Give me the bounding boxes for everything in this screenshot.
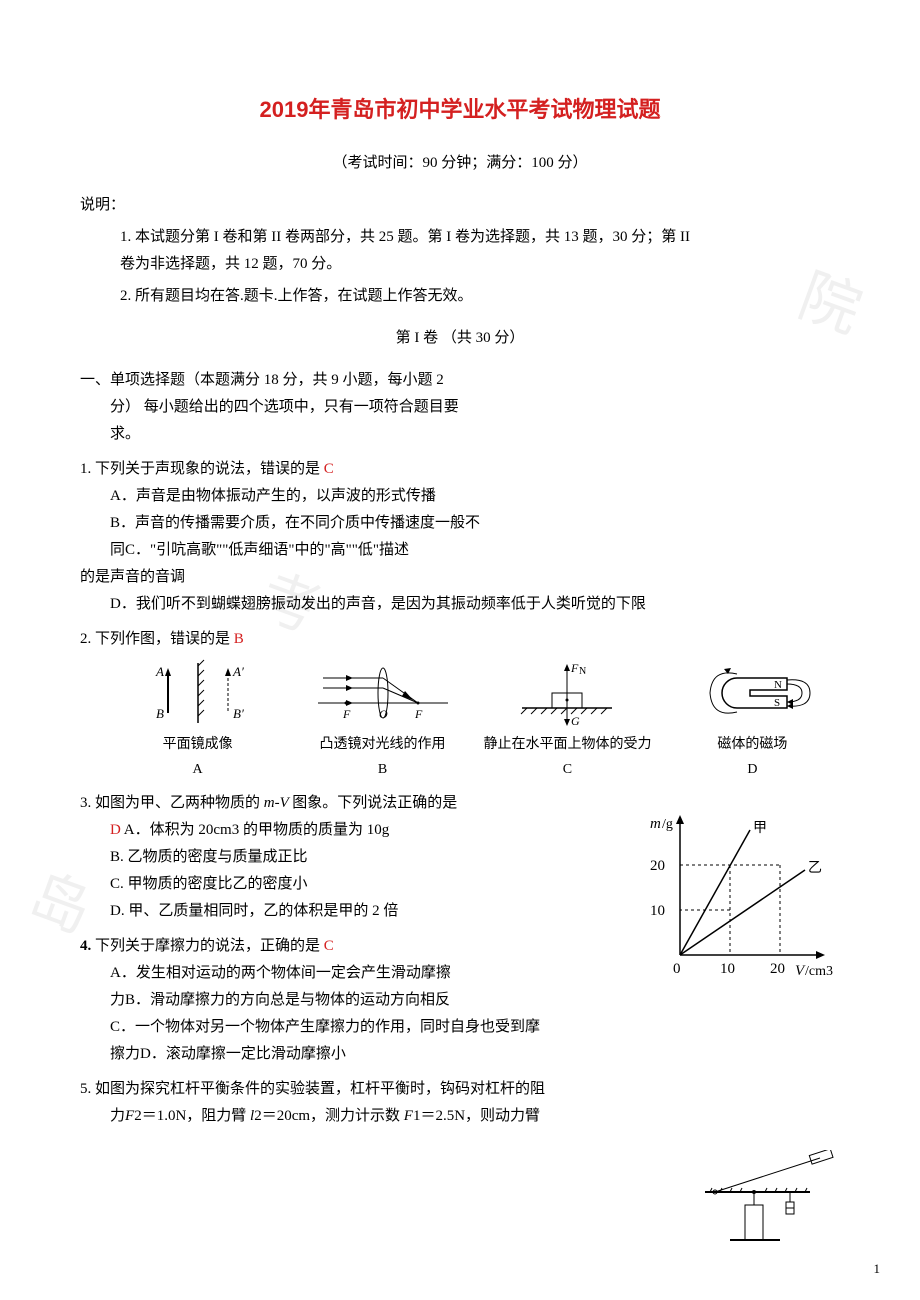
diagram-letter: A <box>110 757 285 782</box>
description-list: 1. 本试题分第 I 卷和第 II 卷两部分，共 25 题。第 I 卷为选择题，… <box>80 224 840 310</box>
question-number: 5. <box>80 1081 91 1097</box>
svg-text:m: m <box>650 816 661 832</box>
svg-text:N: N <box>579 666 586 677</box>
var-l2sub: 2 <box>254 1108 262 1124</box>
desc-text: 本试题分第 I 卷和第 II 卷两部分，共 25 题。第 I 卷为选择题，共 1… <box>135 229 690 245</box>
description-item: 2. 所有题目均在答.题卡.上作答，在试题上作答无效。 <box>120 283 840 310</box>
svg-text:O: O <box>379 707 388 721</box>
description-label: 说明： <box>80 192 840 219</box>
exam-subtitle: （考试时间：90 分钟；满分：100 分） <box>80 150 840 177</box>
lever-diagram <box>690 1150 840 1250</box>
lens-diagram-svg: F O F <box>313 658 453 728</box>
answer-mark: B <box>234 631 244 647</box>
mv-var: m-V <box>260 795 292 811</box>
svg-text:N: N <box>774 679 782 691</box>
svg-text:A′: A′ <box>232 664 244 679</box>
diagram-letter: D <box>665 757 840 782</box>
var-f1: F <box>404 1108 413 1124</box>
var-f2: F <box>125 1108 134 1124</box>
question-1: 1. 下列关于声现象的说法，错误的是 C A．声音是由物体振动产生的，以声波的形… <box>80 456 840 618</box>
desc-num: 2. <box>120 288 131 304</box>
option: 同C．"引吭高歌""低声细语"中的"高""低"描述 <box>110 537 840 564</box>
svg-text:F: F <box>570 661 579 675</box>
description-item: 1. 本试题分第 I 卷和第 II 卷两部分，共 25 题。第 I 卷为选择题，… <box>120 224 840 278</box>
question-options: A．声音是由物体振动产生的，以声波的形式传播 B．声音的传播需要介质，在不同介质… <box>80 483 840 618</box>
lever-svg <box>690 1150 840 1250</box>
diagram-c: F N G 静止在水平面上物体的受力 C <box>480 658 655 782</box>
force-diagram-svg: F N G <box>507 658 627 728</box>
svg-text:20: 20 <box>770 961 785 977</box>
page-number: 1 <box>874 1257 881 1280</box>
option: 力B．滑动摩擦力的方向总是与物体的运动方向相反 <box>110 987 840 1014</box>
diagram-letter: C <box>480 757 655 782</box>
diagram-caption: 平面镜成像 <box>110 732 285 757</box>
svg-text:甲: 甲 <box>753 821 767 836</box>
section-title-text: 一、单项选择题（本题满分 18 分，共 9 小题，每小题 2 <box>80 372 444 388</box>
question-number: 4. <box>80 938 91 954</box>
diagram-d: N S 磁体的磁场 D <box>665 658 840 782</box>
option: C．一个物体对另一个物体产生摩擦力的作用，同时自身也受到摩 <box>110 1014 840 1041</box>
answer-mark: D <box>110 822 121 838</box>
diagram-caption: 凸透镜对光线的作用 <box>295 732 470 757</box>
eq-text: ＝2.5N，则动力臂 <box>420 1108 540 1124</box>
svg-text:F: F <box>414 707 423 721</box>
desc-num: 1. <box>120 229 131 245</box>
diagram-row: A A′ B B′ 平面镜成像 A F O F 凸透镜对光线的作用 B <box>80 658 840 782</box>
svg-text:10: 10 <box>650 903 665 919</box>
mirror-diagram-svg: A A′ B B′ <box>138 658 258 728</box>
svg-text:/g: /g <box>662 817 673 832</box>
question-text2: 图象。下列说法正确的是 <box>292 795 457 811</box>
diagram-letter: B <box>295 757 470 782</box>
svg-text:G: G <box>571 714 580 728</box>
exam-title: 2019年青岛市初中学业水平考试物理试题 <box>80 90 840 130</box>
answer-mark: C <box>324 461 334 477</box>
diagram-b: F O F 凸透镜对光线的作用 B <box>295 658 470 782</box>
mv-chart: 20 10 0 10 20 m /g V /cm3 甲 乙 <box>635 810 845 990</box>
svg-text:20: 20 <box>650 858 665 874</box>
svg-text:乙: 乙 <box>808 860 822 876</box>
eq-text: ＝1.0N，阻力臂 <box>142 1108 250 1124</box>
option: 擦力D．滚动摩擦一定比滑动摩擦小 <box>110 1041 840 1068</box>
svg-text:B′: B′ <box>233 706 244 721</box>
diagram-caption: 磁体的磁场 <box>665 732 840 757</box>
section-sub: 分） 每小题给出的四个选项中，只有一项符合题目要 <box>80 394 840 421</box>
option: 的是声音的音调 <box>80 564 840 591</box>
option: B．声音的传播需要介质，在不同介质中传播速度一般不 <box>110 510 840 537</box>
svg-text:S: S <box>774 697 780 709</box>
option: A．体积为 20cm3 的甲物质的质量为 10g <box>124 822 389 838</box>
diagram-a: A A′ B B′ 平面镜成像 A <box>110 658 285 782</box>
svg-text:/cm3: /cm3 <box>805 964 833 979</box>
mv-chart-svg: 20 10 0 10 20 m /g V /cm3 甲 乙 <box>635 810 845 990</box>
svg-text:10: 10 <box>720 961 735 977</box>
question-text: 下列关于摩擦力的说法，正确的是 <box>95 938 320 954</box>
section-title: 一、单项选择题（本题满分 18 分，共 9 小题，每小题 2 分） 每小题给出的… <box>80 367 840 448</box>
question-line2: 力F2＝1.0N，阻力臂 l2＝20cm，测力计示数 F1＝2.5N，则动力臂 <box>80 1103 840 1130</box>
svg-text:F: F <box>342 707 351 721</box>
question-text: 如图为甲、乙两种物质的 <box>95 795 260 811</box>
question-text: 下列关于声现象的说法，错误的是 <box>95 461 320 477</box>
desc-text: 所有题目均在答.题卡.上作答，在试题上作答无效。 <box>135 288 473 304</box>
svg-text:A: A <box>155 664 164 679</box>
option: A．声音是由物体振动产生的，以声波的形式传播 <box>110 483 840 510</box>
eq-text: ＝20cm，测力计示数 <box>262 1108 404 1124</box>
answer-mark: C <box>324 938 334 954</box>
question-5: 5. 如图为探究杠杆平衡条件的实验装置，杠杆平衡时，钩码对杠杆的阻 力F2＝1.… <box>80 1076 840 1130</box>
question-number: 3. <box>80 795 91 811</box>
question-2: 2. 下列作图，错误的是 B <box>80 626 840 653</box>
svg-text:0: 0 <box>673 961 681 977</box>
diagram-caption: 静止在水平面上物体的受力 <box>480 732 655 757</box>
question-number: 2. <box>80 631 91 647</box>
svg-text:B: B <box>156 706 164 721</box>
var-f2sub: 2 <box>134 1108 142 1124</box>
option: D．我们听不到蝴蝶翅膀振动发出的声音，是因为其振动频率低于人类听觉的下限 <box>110 591 840 618</box>
question-text: 下列作图，错误的是 <box>95 631 230 647</box>
question-text: 如图为探究杠杆平衡条件的实验装置，杠杆平衡时，钩码对杠杆的阻 <box>95 1081 545 1097</box>
question-number: 1. <box>80 461 91 477</box>
section-sub: 求。 <box>80 421 840 448</box>
q5-prefix: 力 <box>110 1108 125 1124</box>
part-header: 第 I 卷 （共 30 分） <box>80 325 840 352</box>
desc-sub: 卷为非选择题，共 12 题，70 分。 <box>120 251 840 278</box>
magnet-diagram-svg: N S <box>692 658 812 728</box>
